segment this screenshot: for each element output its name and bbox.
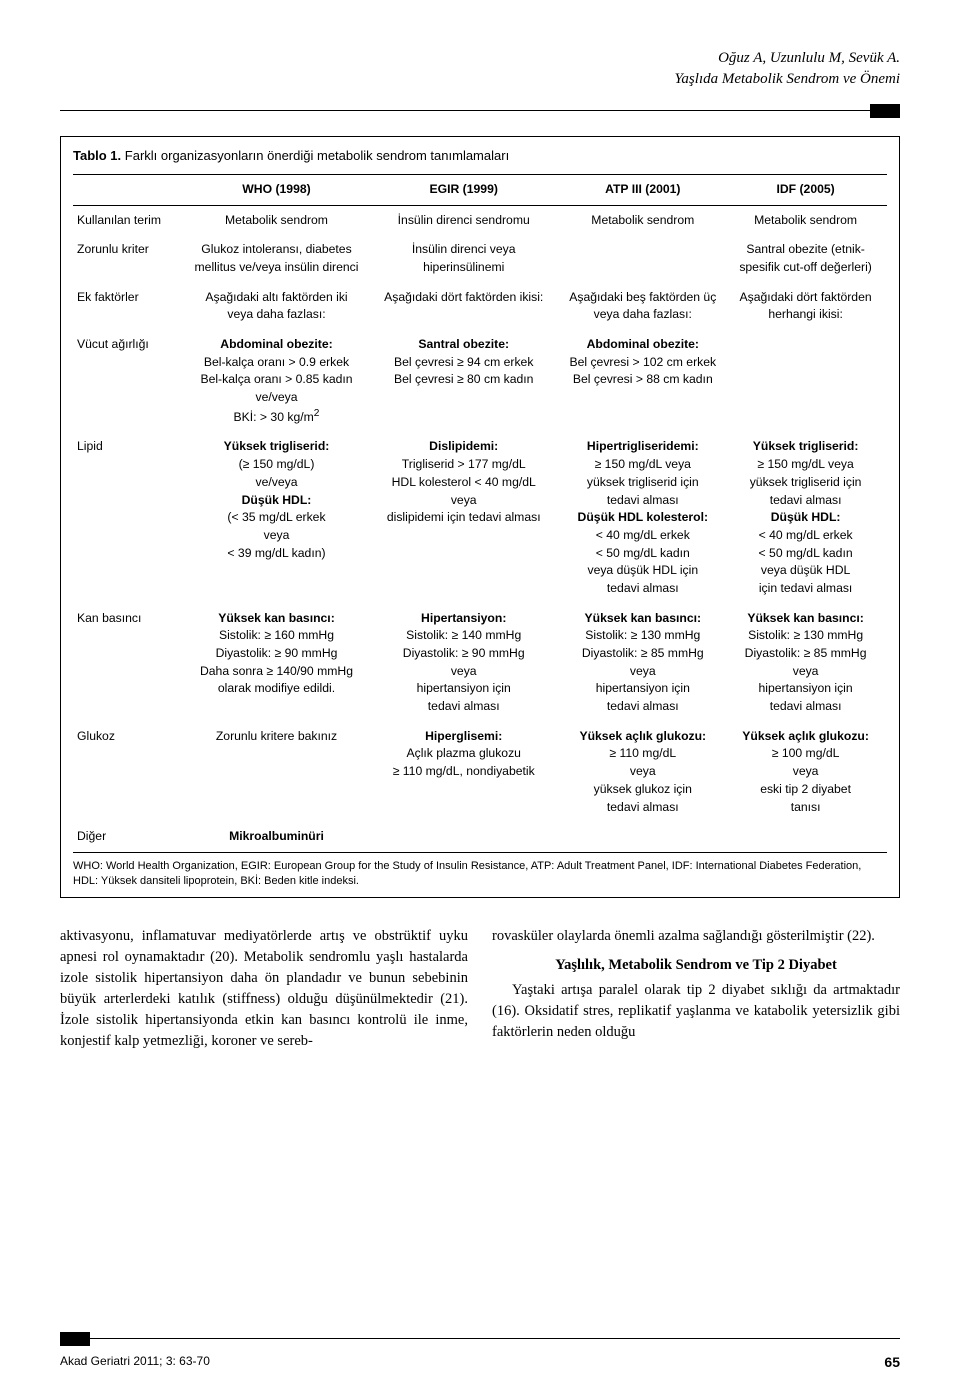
table-row-label: Glukoz bbox=[73, 722, 187, 822]
table-cell bbox=[561, 235, 724, 282]
table-cell: Metabolik sendrom bbox=[561, 205, 724, 235]
page-footer: Akad Geriatri 2011; 3: 63-70 65 bbox=[0, 1332, 960, 1370]
table-cell: Yüksek kan basıncı:Sistolik: ≥ 130 mmHgD… bbox=[561, 604, 724, 722]
table-cell: İnsülin direnci sendromu bbox=[366, 205, 561, 235]
table-col-header: EGIR (1999) bbox=[366, 174, 561, 205]
body-left-p: aktivasyonu, inflamatuvar mediyatörlerde… bbox=[60, 926, 468, 1052]
table-row-label: Diğer bbox=[73, 822, 187, 852]
comparison-table: WHO (1998)EGIR (1999)ATP III (2001)IDF (… bbox=[73, 174, 887, 889]
table-cell: Metabolik sendrom bbox=[724, 205, 887, 235]
table-col-header: ATP III (2001) bbox=[561, 174, 724, 205]
table-row: Vücut ağırlığıAbdominal obezite:Bel-kalç… bbox=[73, 330, 887, 433]
body-col-right: rovasküler olaylarda önemli azalma sağla… bbox=[492, 926, 900, 1052]
body-col-left: aktivasyonu, inflamatuvar mediyatörlerde… bbox=[60, 926, 468, 1052]
table-cell: Yüksek kan basıncı:Sistolik: ≥ 130 mmHgD… bbox=[724, 604, 887, 722]
table-body: Kullanılan terimMetabolik sendromİnsülin… bbox=[73, 205, 887, 852]
table-cell: Zorunlu kritere bakınız bbox=[187, 722, 366, 822]
table-row: Ek faktörlerAşağıdaki altı faktörden iki… bbox=[73, 283, 887, 330]
table-cell: Yüksek trigliserid:(≥ 150 mg/dL)ve/veyaD… bbox=[187, 432, 366, 603]
table-col-header: WHO (1998) bbox=[187, 174, 366, 205]
table-row: GlukozZorunlu kritere bakınızHiperglisem… bbox=[73, 722, 887, 822]
table-cell: Santral obezite:Bel çevresi ≥ 94 cm erke… bbox=[366, 330, 561, 433]
table-row: DiğerMikroalbuminüri bbox=[73, 822, 887, 852]
table-cell: Santral obezite (etnik-spesifik cut-off … bbox=[724, 235, 887, 282]
running-header: Oğuz A, Uzunlulu M, Sevük A. Yaşlıda Met… bbox=[60, 48, 900, 90]
table-cell bbox=[366, 822, 561, 852]
table-footnote: WHO: World Health Organization, EGIR: Eu… bbox=[73, 852, 887, 888]
table-caption-text: Farklı organizasyonların önerdiği metabo… bbox=[125, 148, 509, 163]
table-col-header bbox=[73, 174, 187, 205]
table-cell: Abdominal obezite:Bel-kalça oranı > 0.9 … bbox=[187, 330, 366, 433]
footer-journal: Akad Geriatri 2011; 3: 63-70 bbox=[60, 1354, 210, 1370]
header-rule bbox=[60, 104, 900, 118]
table-cell: Yüksek açlık glukozu:≥ 100 mg/dLveyaeski… bbox=[724, 722, 887, 822]
table-1: Tablo 1. Farklı organizasyonların önerdi… bbox=[60, 136, 900, 898]
table-cell bbox=[561, 822, 724, 852]
table-row: Kullanılan terimMetabolik sendromİnsülin… bbox=[73, 205, 887, 235]
body-right-p2: Yaştaki artışa paralel olarak tip 2 diya… bbox=[492, 980, 900, 1043]
table-cell: Hipertansiyon:Sistolik: ≥ 140 mmHgDiyast… bbox=[366, 604, 561, 722]
table-cell: Dislipidemi:Trigliserid > 177 mg/dLHDL k… bbox=[366, 432, 561, 603]
table-cell: Aşağıdaki altı faktörden iki veya daha f… bbox=[187, 283, 366, 330]
table-cell: Yüksek açlık glukozu:≥ 110 mg/dLveyayüks… bbox=[561, 722, 724, 822]
table-row-label: Ek faktörler bbox=[73, 283, 187, 330]
table-row-label: Vücut ağırlığı bbox=[73, 330, 187, 433]
table-cell: Glukoz intoleransı, diabetes mellitus ve… bbox=[187, 235, 366, 282]
table-cell: Hiperglisemi:Açlık plazma glukozu≥ 110 m… bbox=[366, 722, 561, 822]
table-cell bbox=[724, 822, 887, 852]
table-row: Kan basıncıYüksek kan basıncı:Sistolik: … bbox=[73, 604, 887, 722]
table-cell: Mikroalbuminüri bbox=[187, 822, 366, 852]
table-caption-label: Tablo 1. bbox=[73, 148, 121, 163]
table-footnote-row: WHO: World Health Organization, EGIR: Eu… bbox=[73, 852, 887, 888]
table-cell: Abdominal obezite:Bel çevresi > 102 cm e… bbox=[561, 330, 724, 433]
table-cell: Metabolik sendrom bbox=[187, 205, 366, 235]
table-cell: İnsülin direnci veya hiperinsülinemi bbox=[366, 235, 561, 282]
table-cell: Hipertrigliseridemi:≥ 150 mg/dL veyayüks… bbox=[561, 432, 724, 603]
table-row-label: Kullanılan terim bbox=[73, 205, 187, 235]
table-cell: Aşağıdaki beş faktörden üç veya daha faz… bbox=[561, 283, 724, 330]
table-row: LipidYüksek trigliserid:(≥ 150 mg/dL)ve/… bbox=[73, 432, 887, 603]
table-row-label: Kan basıncı bbox=[73, 604, 187, 722]
table-cell: Aşağıdaki dört faktörden herhangi ikisi: bbox=[724, 283, 887, 330]
table-row-label: Zorunlu kriter bbox=[73, 235, 187, 282]
body-right-p1: rovasküler olaylarda önemli azalma sağla… bbox=[492, 926, 900, 947]
table-cell: Yüksek trigliserid:≥ 150 mg/dL veyayükse… bbox=[724, 432, 887, 603]
table-caption: Tablo 1. Farklı organizasyonların önerdi… bbox=[73, 147, 887, 166]
table-cell: Yüksek kan basıncı:Sistolik: ≥ 160 mmHgD… bbox=[187, 604, 366, 722]
table-cell: Aşağıdaki dört faktörden ikisi: bbox=[366, 283, 561, 330]
body-subhead: Yaşlılık, Metabolik Sendrom ve Tip 2 Diy… bbox=[492, 955, 900, 976]
table-col-header: IDF (2005) bbox=[724, 174, 887, 205]
header-title: Yaşlıda Metabolik Sendrom ve Önemi bbox=[60, 69, 900, 90]
table-cell bbox=[724, 330, 887, 433]
body-text: aktivasyonu, inflamatuvar mediyatörlerde… bbox=[60, 926, 900, 1052]
table-row-label: Lipid bbox=[73, 432, 187, 603]
header-authors: Oğuz A, Uzunlulu M, Sevük A. bbox=[60, 48, 900, 69]
footer-rule bbox=[60, 1332, 900, 1346]
table-head-row: WHO (1998)EGIR (1999)ATP III (2001)IDF (… bbox=[73, 174, 887, 205]
table-row: Zorunlu kriterGlukoz intoleransı, diabet… bbox=[73, 235, 887, 282]
footer-page: 65 bbox=[884, 1354, 900, 1370]
